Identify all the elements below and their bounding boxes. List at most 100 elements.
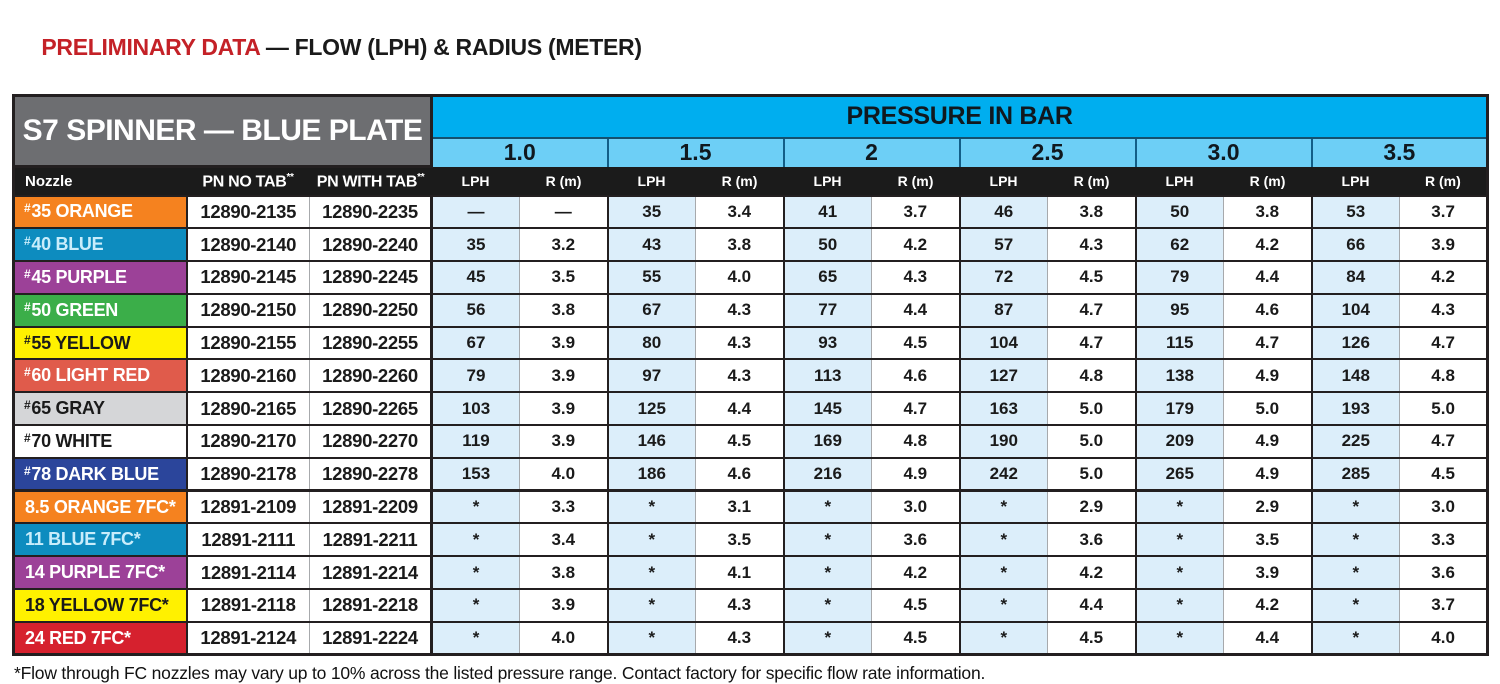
lph-value-cell: 43	[606, 227, 696, 262]
lph-value-cell: 190	[958, 424, 1048, 458]
pressure-value-3.0: 3.0	[1134, 137, 1312, 167]
lph-value-cell: 35	[606, 194, 696, 229]
lph-value-cell: 35	[431, 227, 520, 262]
column-header-radius: R (m)	[695, 166, 784, 197]
radius-value-cell: 4.5	[1047, 260, 1136, 294]
lph-value-cell: *	[958, 522, 1048, 557]
pn-with-tab-cell: 12891-2214	[308, 555, 434, 590]
table-row: 14 PURPLE 7FC* 12891-2114 12891-2214 * 3.8 * 4…	[13, 555, 1488, 590]
radius-value-cell: 4.7	[1047, 292, 1136, 327]
lph-value-cell: 84	[1310, 260, 1400, 294]
radius-value-cell: 3.8	[519, 555, 608, 590]
pn-superscript: **	[417, 171, 425, 183]
column-header-nozzle: Nozzle	[13, 166, 187, 197]
radius-value-cell: 4.3	[695, 325, 784, 360]
lph-value-cell: *	[958, 620, 1048, 655]
radius-value-cell: 3.3	[1399, 522, 1488, 557]
pressure-value-2: 2	[782, 137, 960, 167]
nozzle-cell: 11 BLUE 7FC*	[13, 522, 188, 557]
lph-value-cell: *	[1134, 555, 1224, 590]
pn-no-tab-label: PN NO TAB	[202, 172, 287, 190]
radius-value-cell: 4.2	[871, 555, 960, 590]
lph-value-cell: 104	[1310, 292, 1400, 327]
lph-value-cell: 119	[431, 424, 520, 458]
lph-value-cell: 41	[782, 194, 872, 229]
pn-with-tab-cell: 12891-2211	[308, 522, 434, 557]
column-header-lph: LPH	[1311, 166, 1400, 197]
lph-value-cell: 46	[958, 194, 1048, 229]
table-row: #35 ORANGE 12890-2135 12890-2235— —35 3.4 41 3…	[13, 194, 1488, 229]
radius-value-cell: 4.3	[695, 358, 784, 393]
lph-value-cell: 163	[958, 391, 1048, 426]
radius-value-cell: 3.2	[519, 227, 608, 262]
radius-value-cell: 4.9	[871, 456, 960, 491]
lph-value-cell: 93	[782, 325, 872, 360]
nozzle-cell: #40 BLUE	[13, 227, 188, 262]
title-rest: — FLOW (LPH) & RADIUS (METER)	[259, 34, 642, 60]
radius-value-cell: 3.9	[1223, 555, 1312, 590]
pn-no-tab-cell: 12890-2170	[186, 424, 310, 458]
radius-value-cell: 4.5	[1399, 456, 1488, 491]
radius-value-cell: 4.3	[871, 260, 960, 294]
footnote: *Flow through FC nozzles may vary up to …	[14, 663, 986, 684]
pressure-value-3.5: 3.5	[1310, 137, 1488, 167]
radius-value-cell: 5.0	[1223, 391, 1312, 426]
radius-value-cell: 4.1	[695, 555, 784, 590]
radius-value-cell: 3.3	[519, 489, 608, 524]
product-header: S7 SPINNER — BLUE PLATE	[13, 95, 434, 168]
table-row: #50 GREEN 12890-2150 12890-2250 56 3.8 67 4.3 7…	[13, 292, 1488, 327]
pn-superscript: **	[286, 171, 294, 183]
page-title: PRELIMINARY DATA — FLOW (LPH) & RADIUS (…	[0, 0, 1500, 94]
lph-value-cell: 79	[431, 358, 520, 393]
lph-value-cell: 148	[1310, 358, 1400, 393]
pn-no-tab-cell: 12890-2145	[186, 260, 310, 294]
pn-with-tab-cell: 12891-2224	[308, 620, 434, 655]
table-row: #55 YELLOW 12890-2155 12890-2255 67 3.9 80 4.3…	[13, 325, 1488, 360]
lph-value-cell: *	[431, 555, 520, 590]
radius-value-cell: 4.3	[695, 620, 784, 655]
lph-value-cell: 77	[782, 292, 872, 327]
lph-value-cell: 169	[782, 424, 872, 458]
nozzle-number-hash: #	[24, 201, 31, 216]
radius-value-cell: 4.5	[1047, 620, 1136, 655]
pn-no-tab-cell: 12891-2114	[186, 555, 310, 590]
lph-value-cell: 87	[958, 292, 1048, 327]
pn-no-tab-cell: 12890-2135	[186, 194, 310, 229]
lph-value-cell: *	[1310, 522, 1400, 557]
pn-with-tab-label: PN WITH TAB	[316, 172, 418, 190]
pressure-value-2.5: 2.5	[958, 137, 1136, 167]
nozzle-number-hash: #	[24, 398, 31, 413]
lph-value-cell: *	[431, 620, 520, 655]
radius-value-cell: 4.0	[695, 260, 784, 294]
table-row: #60 LIGHT RED 12890-2160 12890-2260 79 3.9 97…	[13, 358, 1488, 393]
radius-value-cell: 4.7	[1399, 325, 1488, 360]
radius-value-cell: 4.4	[1223, 620, 1312, 655]
column-header-radius: R (m)	[519, 166, 608, 197]
lph-value-cell: 126	[1310, 325, 1400, 360]
lph-value-cell: *	[1134, 489, 1224, 524]
lph-value-cell: 225	[1310, 424, 1400, 458]
pn-with-tab-cell: 12890-2260	[308, 358, 434, 393]
lph-value-cell: 146	[606, 424, 696, 458]
lph-value-cell: *	[431, 588, 520, 622]
lph-value-cell: *	[958, 588, 1048, 622]
radius-value-cell: 4.0	[1399, 620, 1488, 655]
lph-value-cell: 285	[1310, 456, 1400, 491]
pn-no-tab-cell: 12891-2124	[186, 620, 310, 655]
lph-value-cell: *	[1310, 489, 1400, 524]
radius-value-cell: 4.8	[871, 424, 960, 458]
lph-value-cell: 50	[782, 227, 872, 262]
radius-value-cell: 4.7	[1047, 325, 1136, 360]
lph-value-cell: *	[606, 489, 696, 524]
lph-value-cell: 216	[782, 456, 872, 491]
flow-radius-table: S7 SPINNER — BLUE PLATE PRESSURE IN BAR …	[12, 94, 1490, 657]
nozzle-number-hash: #	[24, 430, 31, 445]
lph-value-cell: 103	[431, 391, 520, 426]
pressure-in-bar-header: PRESSURE IN BAR	[431, 95, 1488, 139]
table-row: 18 YELLOW 7FC* 12891-2118 12891-2218 * 3.9 * 4…	[13, 588, 1488, 622]
radius-value-cell: 4.7	[871, 391, 960, 426]
lph-value-cell: 104	[958, 325, 1048, 360]
radius-value-cell: 4.5	[871, 620, 960, 655]
radius-value-cell: 4.4	[695, 391, 784, 426]
